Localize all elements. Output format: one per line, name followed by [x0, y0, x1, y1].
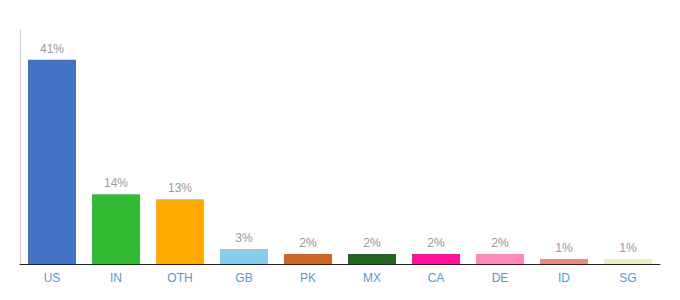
svg-text:GB: GB	[235, 271, 252, 285]
svg-text:OTH: OTH	[167, 271, 192, 285]
svg-text:3%: 3%	[235, 231, 253, 245]
svg-text:US: US	[44, 271, 61, 285]
svg-text:PK: PK	[300, 271, 316, 285]
svg-text:2%: 2%	[491, 236, 509, 250]
svg-text:1%: 1%	[619, 241, 637, 255]
svg-text:DE: DE	[492, 271, 509, 285]
svg-text:MX: MX	[363, 271, 381, 285]
svg-text:2%: 2%	[427, 236, 445, 250]
svg-text:2%: 2%	[363, 236, 381, 250]
svg-text:CA: CA	[428, 271, 445, 285]
svg-text:1%: 1%	[555, 241, 573, 255]
svg-text:13%: 13%	[168, 181, 192, 195]
svg-text:41%: 41%	[40, 42, 64, 56]
svg-text:IN: IN	[110, 271, 122, 285]
svg-text:SG: SG	[619, 271, 636, 285]
svg-text:2%: 2%	[299, 236, 317, 250]
svg-text:14%: 14%	[104, 176, 128, 190]
svg-text:ID: ID	[558, 271, 570, 285]
